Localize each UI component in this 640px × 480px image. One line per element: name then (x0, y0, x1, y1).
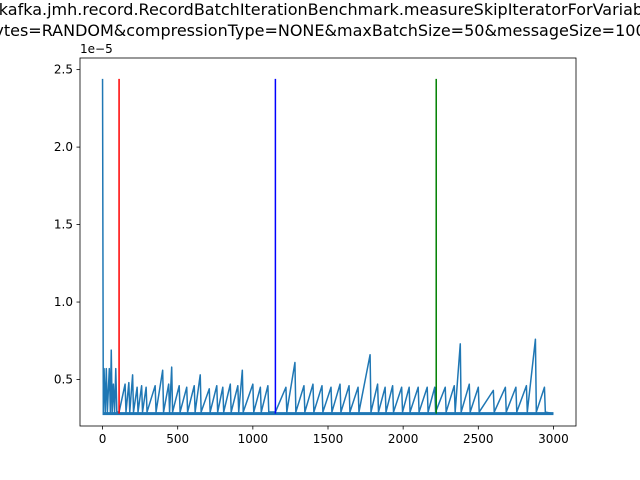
axes: 0 500 1000 1500 2000 2500 3000 0.5 1.0 1.5 2.0 2.5 (54, 57, 577, 446)
y-tick-label-3: 2.0 (54, 140, 73, 154)
x-tick-label-6: 3000 (538, 432, 569, 446)
x-tick-label-3: 1500 (313, 432, 344, 446)
chart-title-line-2: bytes=RANDOM&compressionType=NONE&maxBat… (0, 21, 640, 40)
y-tick-label-4: 2.5 (54, 63, 73, 77)
y-tick-label-0: 0.5 (54, 373, 73, 387)
plot-area (101, 78, 554, 416)
series-baseline-band-0 (102, 412, 554, 416)
chart-title-line-1: org.apache.kafka.jmh.record.RecordBatchI… (0, 0, 640, 19)
y-tick-label-2: 1.5 (54, 218, 73, 232)
x-tick-label-5: 2500 (463, 432, 494, 446)
x-tick-label-0: 0 (99, 432, 107, 446)
x-tick-label-1: 500 (166, 432, 189, 446)
x-tick-label-2: 1000 (238, 432, 269, 446)
y-tick-label-1: 1.0 (54, 295, 73, 309)
y-offset-label: 1e−5 (80, 42, 113, 56)
series-line-0 (101, 78, 554, 415)
x-tick-label-4: 2000 (388, 432, 419, 446)
